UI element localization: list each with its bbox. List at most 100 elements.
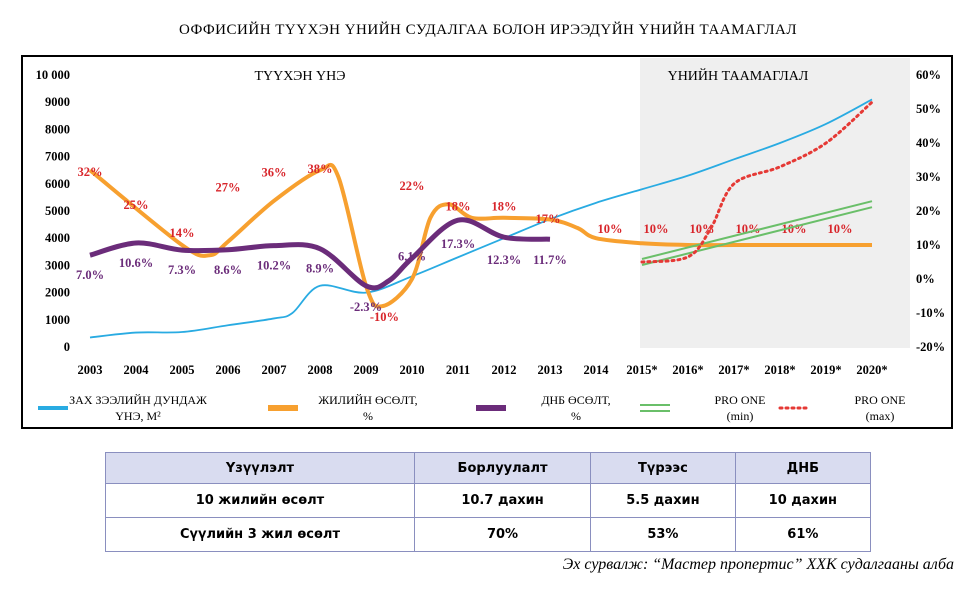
x-tick-label: 2017* xyxy=(718,363,749,377)
x-tick-label: 2003 xyxy=(78,363,103,377)
x-tick-label: 2005 xyxy=(170,363,195,377)
y-right-tick-label: 10% xyxy=(916,238,941,252)
gdp-data-label: 7.0% xyxy=(76,268,104,282)
legend-label: % xyxy=(571,409,581,423)
growth-data-label: 10% xyxy=(828,222,853,236)
legend-label: ҮНЭ, М² xyxy=(115,409,161,423)
y-left-tick-label: 5000 xyxy=(45,204,70,218)
table-cell: 10 жилийн өсөлт xyxy=(105,483,415,518)
y-left-tick-label: 0 xyxy=(64,340,70,354)
y-right-tick-label: 40% xyxy=(916,136,941,150)
growth-data-label: -10% xyxy=(370,310,399,324)
y-left-tick-label: 6000 xyxy=(45,177,70,191)
region-label-forecast: ҮНИЙН ТААМАГЛАЛ xyxy=(668,67,809,84)
table-header: Борлуулалт xyxy=(413,452,592,484)
growth-data-label: 18% xyxy=(446,199,471,213)
gdp-data-label: 7.3% xyxy=(168,263,196,277)
x-tick-label: 2011 xyxy=(446,363,470,377)
y-right-tick-label: -20% xyxy=(916,340,945,354)
series-4-line xyxy=(640,100,874,264)
legend-label: % xyxy=(363,409,373,423)
legend-label: PRO ONE xyxy=(714,393,765,407)
gdp-data-label: 17.3% xyxy=(441,237,475,251)
region-label-history: ТҮҮХЭН ҮНЭ xyxy=(254,69,345,84)
table-cell: 10.7 дахин xyxy=(413,483,592,518)
x-tick-label: 2018* xyxy=(764,363,795,377)
series-3-line-upper xyxy=(641,200,873,260)
growth-data-label: 36% xyxy=(262,165,287,179)
table-header: ДНБ xyxy=(734,452,872,484)
gdp-data-label: 8.9% xyxy=(306,262,334,276)
line-chart: ТҮҮХЭН ҮНЭ ҮНИЙН ТААМАГЛАЛ 0 1000 2000 3000 40… xyxy=(36,58,945,423)
legend-label: ДНБ ӨСӨЛТ, xyxy=(541,393,610,407)
source-note: Эх сурвалж: “Мастер пропертис” ХХК судал… xyxy=(562,556,954,573)
series-3-line-lower xyxy=(641,206,873,266)
gdp-data-label: 8.6% xyxy=(214,263,242,277)
growth-table: Үзүүлэлт Борлуулалт Түрээс ДНБ 10 жилийн… xyxy=(105,452,872,552)
table-cell: 53% xyxy=(590,517,736,552)
series-2-line xyxy=(89,217,551,291)
x-tick-label: 2012 xyxy=(492,363,517,377)
y-left-tick-label: 3000 xyxy=(45,258,70,272)
legend-label: PRO ONE xyxy=(854,393,905,407)
table-header: Үзүүлэлт xyxy=(105,452,415,484)
chart-frame xyxy=(21,55,953,429)
y-right-tick-label: -10% xyxy=(916,306,945,320)
table-row: Сүүлийн 3 жил өсөлт 70% 53% 61% xyxy=(105,517,872,552)
growth-data-label: 38% xyxy=(308,162,333,176)
y-right-tick-label: 60% xyxy=(916,68,941,82)
table-cell: 5.5 дахин xyxy=(590,483,736,518)
y-left-tick-label: 9000 xyxy=(45,95,70,109)
y-left-tick-label: 8000 xyxy=(45,122,70,136)
table-cell: 10 дахин xyxy=(734,483,872,518)
legend-label: ЗАХ ЗЭЭЛИЙН ДУНДАЖ xyxy=(69,393,207,407)
legend-label: (min) xyxy=(727,409,754,423)
x-tick-label: 2016* xyxy=(672,363,703,377)
series-0-line xyxy=(89,98,873,339)
x-tick-label: 2015* xyxy=(626,363,657,377)
x-tick-label: 2008 xyxy=(308,363,333,377)
gdp-data-label: -2.3% xyxy=(350,300,382,314)
growth-data-label: 25% xyxy=(124,198,149,212)
gdp-data-label: 10.2% xyxy=(257,259,291,273)
gdp-data-label: 11.7% xyxy=(533,253,567,267)
growth-data-label: 10% xyxy=(736,222,761,236)
x-tick-label: 2009 xyxy=(354,363,379,377)
gdp-data-label: 10.6% xyxy=(119,256,153,270)
growth-data-label: 27% xyxy=(216,180,241,194)
table-cell: Сүүлийн 3 жил өсөлт xyxy=(105,517,415,552)
y-right-tick-label: 20% xyxy=(916,204,941,218)
x-tick-label: 2020* xyxy=(856,363,887,377)
y-left-tick-label: 2000 xyxy=(45,286,70,300)
x-tick-label: 2013 xyxy=(538,363,563,377)
y-left-tick-label: 7000 xyxy=(45,150,70,164)
x-tick-label: 2006 xyxy=(216,363,241,377)
y-left-tick-label: 4000 xyxy=(45,231,70,245)
y-left-tick-label: 1000 xyxy=(45,313,70,327)
growth-data-label: 10% xyxy=(598,222,623,236)
growth-data-label: 10% xyxy=(644,222,669,236)
chart-title: ОФФИСИЙН ТҮҮХЭН ҮНИЙН СУДАЛГАА БОЛОН ИРЭ… xyxy=(178,22,798,38)
y-right-tick-label: 50% xyxy=(916,102,941,116)
table-cell: 70% xyxy=(413,517,592,552)
y-right-tick-label: 30% xyxy=(916,170,941,184)
legend-label: (max) xyxy=(866,409,895,423)
x-tick-label: 2007 xyxy=(262,363,287,377)
table-header: Түрээс xyxy=(590,452,736,484)
x-tick-label: 2004 xyxy=(124,363,150,377)
table-cell: 61% xyxy=(734,517,872,552)
y-left-tick-label: 10 000 xyxy=(36,68,70,82)
x-tick-label: 2010 xyxy=(400,363,425,377)
growth-data-label: 17% xyxy=(536,212,561,226)
table-row: 10 жилийн өсөлт 10.7 дахин 5.5 дахин 10 … xyxy=(105,483,872,518)
growth-data-label: 22% xyxy=(400,179,425,193)
legend-label: ЖИЛИЙН ӨСӨЛТ, xyxy=(318,393,417,407)
gdp-data-label: 6.1% xyxy=(398,249,426,263)
y-right-tick-label: 0% xyxy=(916,272,935,286)
table-header-row: Үзүүлэлт Борлуулалт Түрээс ДНБ xyxy=(105,452,872,484)
x-tick-label: 2019* xyxy=(810,363,841,377)
gdp-data-label: 12.3% xyxy=(487,253,521,267)
growth-data-label: 18% xyxy=(492,199,517,213)
growth-data-label: 14% xyxy=(170,226,195,240)
x-tick-label: 2014 xyxy=(584,363,610,377)
